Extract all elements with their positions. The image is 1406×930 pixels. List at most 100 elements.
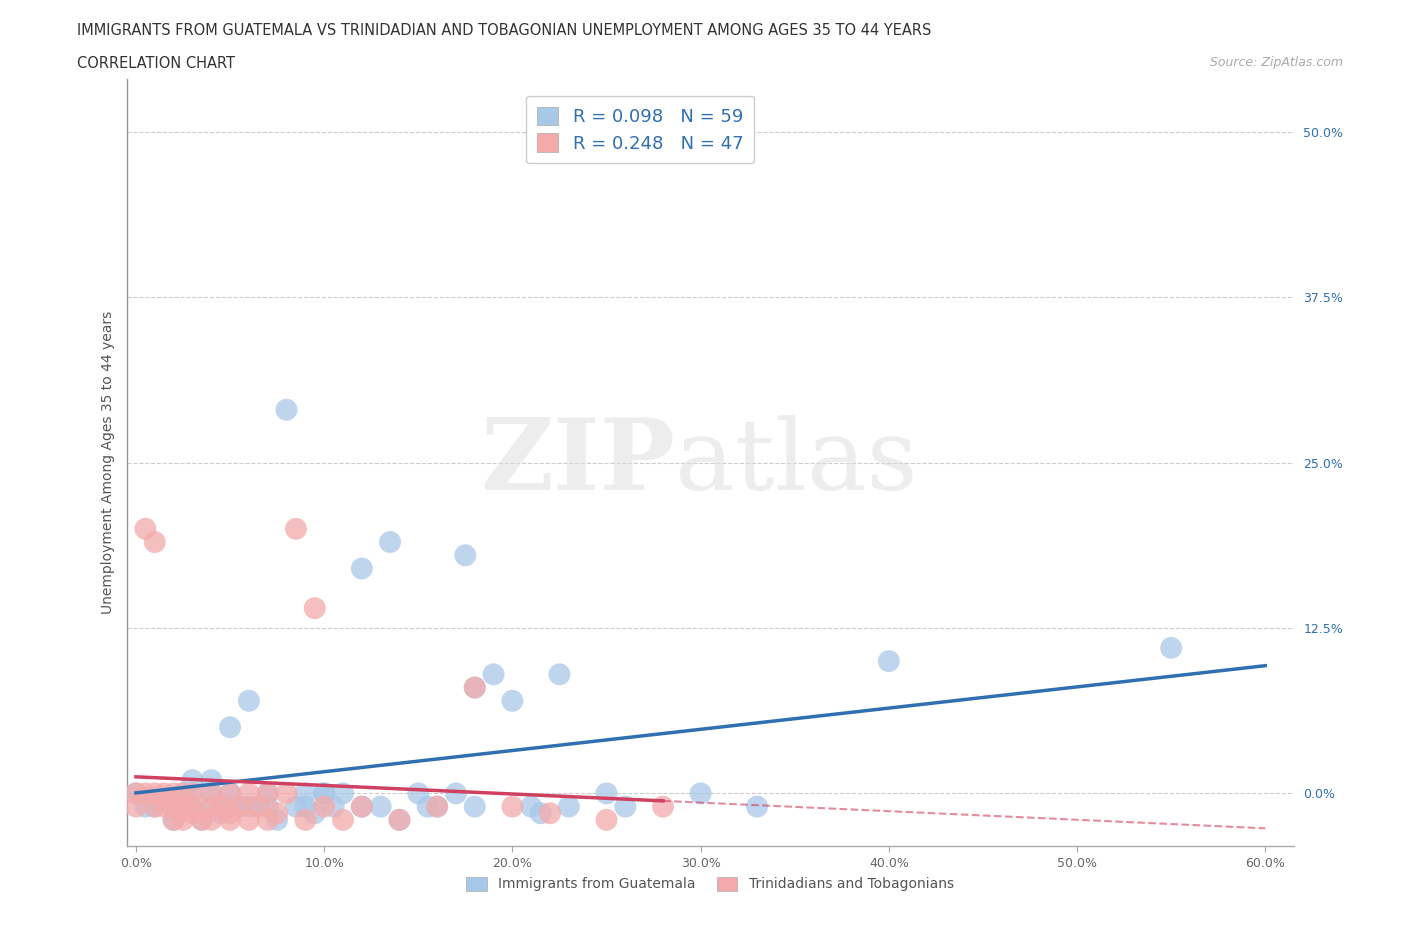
Point (200, 799, 222, 814)
Point (1160, 641, 1182, 656)
Point (143, 799, 166, 814)
Point (501, 799, 523, 814)
Point (209, 805, 232, 820)
Point (388, 813, 411, 828)
Point (162, 813, 184, 828)
Point (143, 799, 166, 814)
Point (558, 799, 581, 814)
Point (408, 786, 430, 801)
Point (172, 786, 194, 801)
Point (294, 813, 316, 828)
Point (614, 799, 637, 814)
Point (219, 799, 242, 814)
Legend: Immigrants from Guatemala, Trinidadians and Tobagonians: Immigrants from Guatemala, Trinidadians … (461, 871, 959, 897)
Text: atlas: atlas (675, 415, 918, 511)
Point (219, 786, 242, 801)
Point (219, 786, 242, 801)
Text: CORRELATION CHART: CORRELATION CHART (77, 56, 235, 71)
Point (538, 805, 561, 820)
Point (247, 799, 270, 814)
Point (247, 799, 270, 814)
Point (143, 535, 166, 550)
Point (256, 786, 278, 801)
Point (350, 561, 373, 576)
Point (444, 786, 467, 801)
Point (172, 786, 194, 801)
Point (266, 805, 288, 820)
Point (350, 799, 373, 814)
Point (689, 786, 711, 801)
Point (181, 786, 204, 801)
Point (501, 694, 523, 709)
Point (172, 813, 194, 828)
Point (238, 813, 260, 828)
Point (200, 786, 222, 801)
Point (294, 799, 316, 814)
Point (134, 799, 156, 814)
Point (595, 813, 617, 828)
Point (256, 786, 278, 801)
Point (294, 786, 316, 801)
Point (314, 799, 336, 814)
Point (134, 522, 156, 537)
Point (332, 786, 354, 801)
Point (200, 813, 222, 828)
Point (153, 792, 176, 807)
Point (454, 548, 477, 563)
Point (426, 799, 449, 814)
Point (595, 786, 617, 801)
Point (416, 799, 439, 814)
Point (304, 601, 326, 616)
Point (125, 799, 148, 814)
Point (464, 680, 486, 695)
Point (332, 813, 354, 828)
Point (125, 786, 148, 801)
Point (314, 786, 336, 801)
Point (172, 799, 194, 814)
Point (877, 654, 900, 669)
Point (256, 799, 278, 814)
Point (238, 694, 260, 709)
Point (464, 680, 486, 695)
Point (191, 813, 214, 828)
Point (143, 786, 166, 801)
Point (256, 813, 278, 828)
Point (350, 799, 373, 814)
Point (162, 799, 184, 814)
Point (276, 786, 298, 801)
Point (134, 786, 156, 801)
Point (172, 799, 194, 814)
Point (464, 799, 486, 814)
Point (162, 799, 184, 814)
Point (181, 786, 204, 801)
Point (228, 799, 250, 814)
Point (520, 799, 543, 814)
Point (322, 799, 344, 814)
Point (276, 403, 298, 418)
Point (238, 799, 260, 814)
Point (191, 813, 214, 828)
Point (200, 773, 222, 788)
Point (378, 535, 401, 550)
Point (181, 799, 204, 814)
Point (125, 786, 148, 801)
Point (209, 799, 232, 814)
Point (219, 720, 242, 735)
Point (745, 799, 768, 814)
Point (162, 786, 184, 801)
Point (153, 799, 176, 814)
Point (181, 799, 204, 814)
Point (200, 786, 222, 801)
Point (266, 813, 288, 828)
Point (162, 813, 184, 828)
Point (153, 786, 176, 801)
Point (284, 522, 307, 537)
Point (304, 805, 326, 820)
Point (548, 667, 571, 682)
Text: Source: ZipAtlas.com: Source: ZipAtlas.com (1209, 56, 1343, 69)
Point (314, 786, 336, 801)
Text: ZIP: ZIP (479, 414, 675, 512)
Text: IMMIGRANTS FROM GUATEMALA VS TRINIDADIAN AND TOBAGONIAN UNEMPLOYMENT AMONG AGES : IMMIGRANTS FROM GUATEMALA VS TRINIDADIAN… (77, 23, 932, 38)
Point (181, 805, 204, 820)
Point (181, 773, 204, 788)
